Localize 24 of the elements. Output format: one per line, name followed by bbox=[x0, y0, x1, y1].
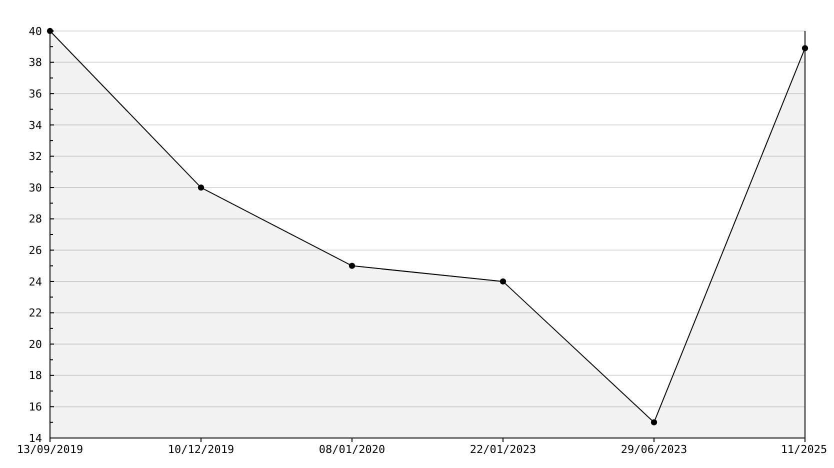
y-tick-label: 28 bbox=[28, 212, 42, 226]
y-tick-label: 36 bbox=[28, 87, 42, 100]
x-tick-label: 22/01/2023 bbox=[470, 443, 536, 456]
x-tick-label: 29/06/2023 bbox=[620, 443, 688, 456]
y-tick-label: 16 bbox=[28, 400, 42, 414]
y-tick-label: 38 bbox=[28, 56, 42, 70]
point bbox=[500, 278, 506, 285]
y-tick-label: 26 bbox=[28, 244, 42, 258]
point bbox=[198, 184, 204, 191]
y-tick-label: 32 bbox=[28, 150, 42, 164]
x-tick-label: 10/12/2019 bbox=[168, 443, 234, 456]
y-tick-label: 24 bbox=[28, 275, 42, 288]
y-tick-label: 14 bbox=[28, 432, 42, 445]
y-tick-label: 18 bbox=[28, 369, 42, 382]
point bbox=[348, 262, 356, 269]
x-tick-label: 08/01/2020 bbox=[318, 443, 386, 456]
x-tick-label: 13/09/2019 bbox=[16, 443, 84, 456]
y-tick-label: 20 bbox=[28, 338, 42, 351]
y-tick-label: 30 bbox=[28, 181, 42, 194]
y-tick-label: 34 bbox=[28, 118, 42, 132]
point bbox=[650, 419, 658, 426]
y-tick-label: 40 bbox=[28, 24, 42, 38]
y-tick-label: 22 bbox=[28, 306, 42, 320]
x-tick-label: 11/2025 bbox=[780, 443, 828, 456]
